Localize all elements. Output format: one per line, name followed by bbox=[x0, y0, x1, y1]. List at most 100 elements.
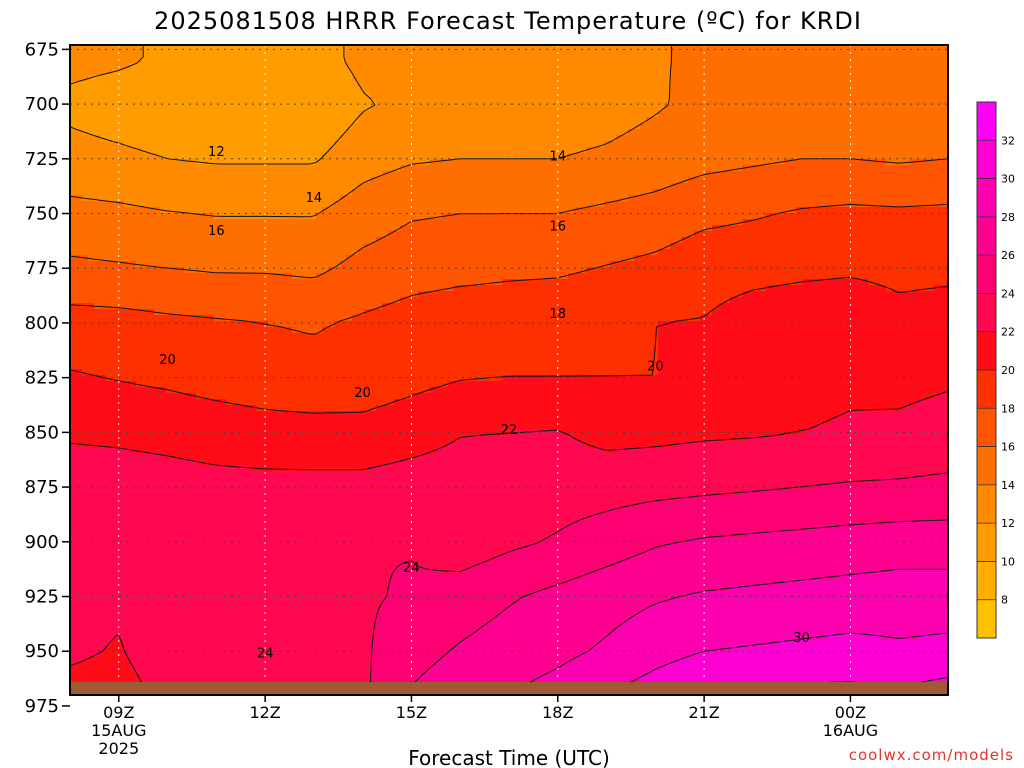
temperature-cell bbox=[634, 87, 641, 94]
temperature-cell bbox=[394, 123, 401, 130]
temperature-cell bbox=[808, 141, 815, 148]
temperature-cell bbox=[208, 45, 215, 52]
temperature-cell bbox=[274, 81, 281, 88]
temperature-cell bbox=[364, 105, 371, 112]
temperature-cell bbox=[304, 117, 311, 124]
temperature-cell bbox=[424, 219, 431, 226]
temperature-cell bbox=[508, 57, 515, 64]
temperature-cell bbox=[934, 45, 941, 52]
temperature-cell bbox=[472, 243, 479, 250]
temperature-cell bbox=[556, 135, 563, 142]
temperature-cell bbox=[280, 165, 287, 172]
temperature-cell bbox=[88, 153, 95, 160]
temperature-cell bbox=[124, 129, 131, 136]
temperature-cell bbox=[328, 183, 335, 190]
temperature-cell bbox=[328, 99, 335, 106]
temperature-cell bbox=[532, 135, 539, 142]
temperature-cell bbox=[88, 45, 95, 52]
temperature-cell bbox=[280, 99, 287, 106]
temperature-cell bbox=[592, 207, 599, 214]
temperature-cell bbox=[490, 45, 497, 52]
temperature-cell bbox=[496, 111, 503, 118]
temperature-cell bbox=[910, 63, 917, 70]
temperature-cell bbox=[826, 69, 833, 76]
temperature-cell bbox=[808, 117, 815, 124]
temperature-cell bbox=[808, 147, 815, 154]
temperature-cell bbox=[334, 177, 341, 184]
temperature-cell bbox=[586, 171, 593, 178]
temperature-cell bbox=[208, 219, 215, 226]
temperature-cell bbox=[100, 165, 107, 172]
temperature-cell bbox=[892, 69, 899, 76]
temperature-cell bbox=[760, 105, 767, 112]
temperature-cell bbox=[88, 69, 95, 76]
temperature-cell bbox=[436, 117, 443, 124]
temperature-cell bbox=[814, 147, 821, 154]
temperature-cell bbox=[310, 81, 317, 88]
temperature-cell bbox=[94, 243, 101, 250]
temperature-cell bbox=[262, 153, 269, 160]
temperature-cell bbox=[268, 171, 275, 178]
temperature-cell bbox=[400, 63, 407, 70]
temperature-cell bbox=[814, 75, 821, 82]
temperature-cell bbox=[568, 141, 575, 148]
temperature-cell bbox=[340, 129, 347, 136]
temperature-cell bbox=[454, 81, 461, 88]
temperature-cell bbox=[148, 63, 155, 70]
temperature-cell bbox=[154, 99, 161, 106]
temperature-cell bbox=[940, 231, 947, 238]
temperature-cell bbox=[580, 111, 587, 118]
temperature-cell bbox=[880, 171, 887, 178]
temperature-cell bbox=[886, 99, 893, 106]
temperature-cell bbox=[544, 99, 551, 106]
temperature-cell bbox=[262, 51, 269, 58]
temperature-cell bbox=[856, 123, 863, 130]
temperature-cell bbox=[658, 171, 665, 178]
temperature-cell bbox=[532, 201, 539, 208]
temperature-cell bbox=[106, 87, 113, 94]
temperature-cell bbox=[904, 57, 911, 64]
temperature-cell bbox=[172, 213, 179, 220]
temperature-cell bbox=[658, 135, 665, 142]
temperature-cell bbox=[628, 57, 635, 64]
temperature-cell bbox=[436, 225, 443, 232]
temperature-cell bbox=[694, 57, 701, 64]
temperature-cell bbox=[292, 207, 299, 214]
temperature-cell bbox=[904, 87, 911, 94]
temperature-cell bbox=[670, 135, 677, 142]
temperature-cell bbox=[940, 165, 947, 172]
temperature-cell bbox=[592, 195, 599, 202]
temperature-cell bbox=[724, 111, 731, 118]
temperature-cell bbox=[496, 213, 503, 220]
temperature-cell bbox=[556, 195, 563, 202]
temperature-cell bbox=[358, 189, 365, 196]
temperature-cell bbox=[490, 213, 497, 220]
temperature-cell bbox=[724, 177, 731, 184]
temperature-cell bbox=[400, 129, 407, 136]
temperature-cell bbox=[802, 123, 809, 130]
temperature-cell bbox=[382, 45, 389, 52]
temperature-cell bbox=[292, 111, 299, 118]
temperature-cell bbox=[286, 243, 293, 250]
temperature-cell bbox=[760, 57, 767, 64]
temperature-cell bbox=[880, 147, 887, 154]
temperature-cell bbox=[430, 201, 437, 208]
temperature-cell bbox=[514, 165, 521, 172]
temperature-cell bbox=[814, 189, 821, 196]
temperature-cell bbox=[550, 219, 557, 226]
temperature-cell bbox=[418, 135, 425, 142]
temperature-cell bbox=[136, 51, 143, 58]
temperature-cell bbox=[808, 207, 815, 214]
temperature-cell bbox=[472, 105, 479, 112]
temperature-cell bbox=[454, 147, 461, 154]
temperature-cell bbox=[484, 177, 491, 184]
temperature-cell bbox=[766, 141, 773, 148]
temperature-cell bbox=[586, 93, 593, 100]
temperature-cell bbox=[262, 93, 269, 100]
temperature-cell bbox=[712, 69, 719, 76]
temperature-cell bbox=[832, 231, 839, 238]
temperature-cell bbox=[112, 75, 119, 82]
temperature-cell bbox=[478, 147, 485, 154]
temperature-cell bbox=[814, 243, 821, 250]
temperature-cell bbox=[898, 93, 905, 100]
